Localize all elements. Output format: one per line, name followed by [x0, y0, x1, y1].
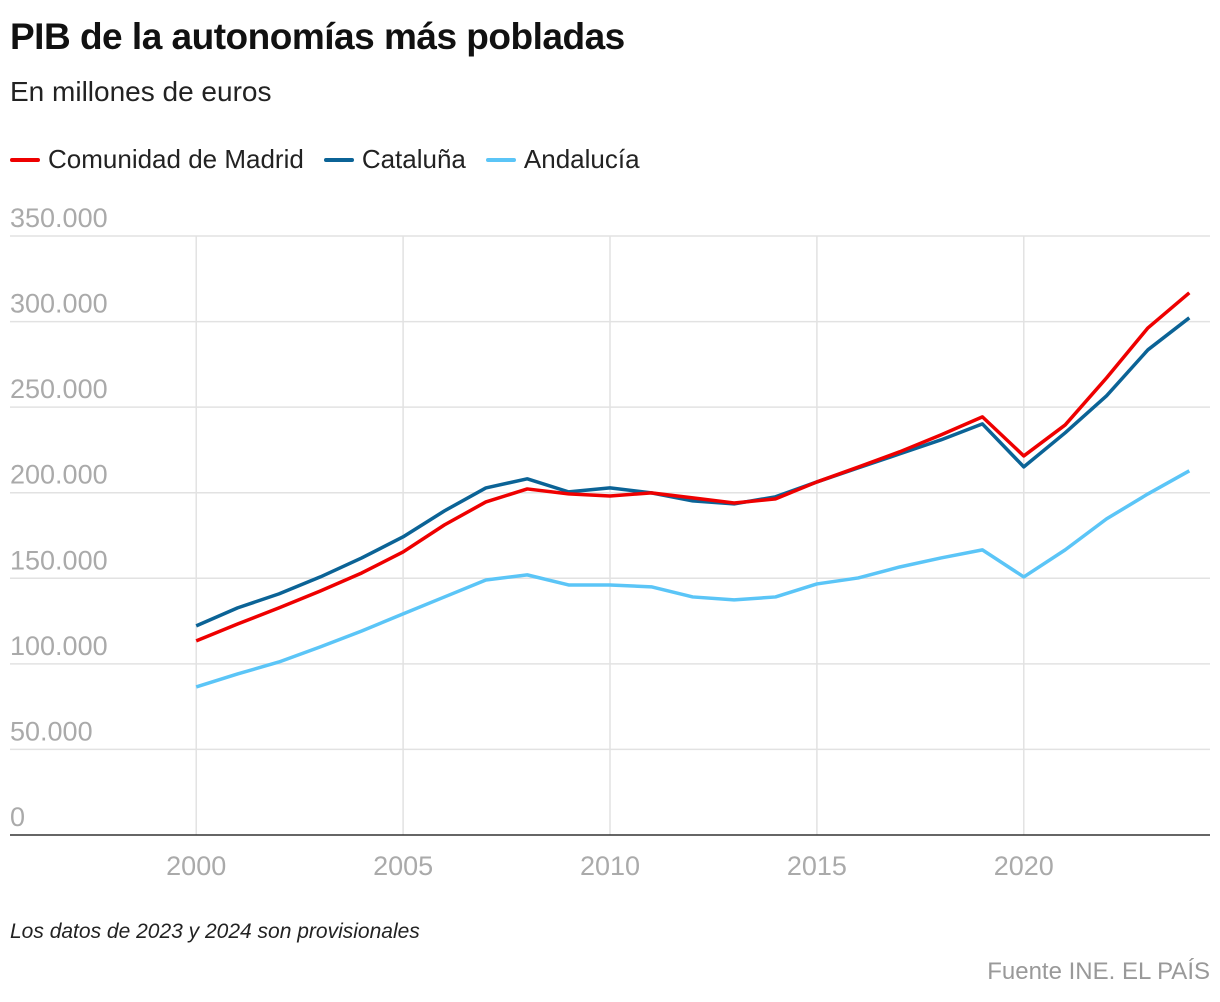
legend-label: Comunidad de Madrid — [48, 144, 304, 174]
legend-swatch — [323, 157, 354, 162]
y-tick-label: 150.000 — [10, 545, 108, 575]
y-tick-label: 200.000 — [10, 460, 108, 490]
series-line-andaluc-a — [195, 469, 1191, 689]
chart-subtitle: En millones de euros — [10, 76, 272, 107]
legend: Comunidad de Madrid Cataluña Andalucía — [10, 144, 640, 175]
x-tick-label: 2015 — [787, 851, 847, 881]
footnote: Los datos de 2023 y 2024 son provisional… — [10, 920, 420, 943]
legend-item-cataluna: Cataluña — [323, 144, 466, 175]
y-tick-label: 0 — [10, 802, 25, 832]
legend-swatch — [485, 157, 516, 162]
y-tick-label: 350.000 — [10, 203, 108, 233]
y-tick-label: 100.000 — [10, 631, 108, 661]
chart-title: PIB de la autonomías más pobladas — [10, 16, 625, 57]
legend-label: Andalucía — [523, 144, 640, 174]
y-tick-label: 50.000 — [10, 716, 93, 746]
x-tick-label: 2020 — [994, 851, 1054, 881]
x-tick-label: 2010 — [580, 851, 640, 881]
legend-label: Cataluña — [361, 144, 466, 174]
legend-item-madrid: Comunidad de Madrid — [10, 144, 304, 175]
series-line-comunidad-de-madrid — [195, 291, 1191, 643]
source: Fuente INE. EL PAÍS — [987, 958, 1210, 985]
x-tick-label: 2000 — [166, 851, 226, 881]
legend-item-andalucia: Andalucía — [485, 144, 640, 175]
y-tick-label: 300.000 — [10, 289, 108, 319]
x-tick-label: 2005 — [373, 851, 433, 881]
y-tick-label: 250.000 — [10, 374, 108, 404]
series-line-catalu-a — [195, 316, 1191, 628]
legend-swatch — [10, 157, 40, 162]
